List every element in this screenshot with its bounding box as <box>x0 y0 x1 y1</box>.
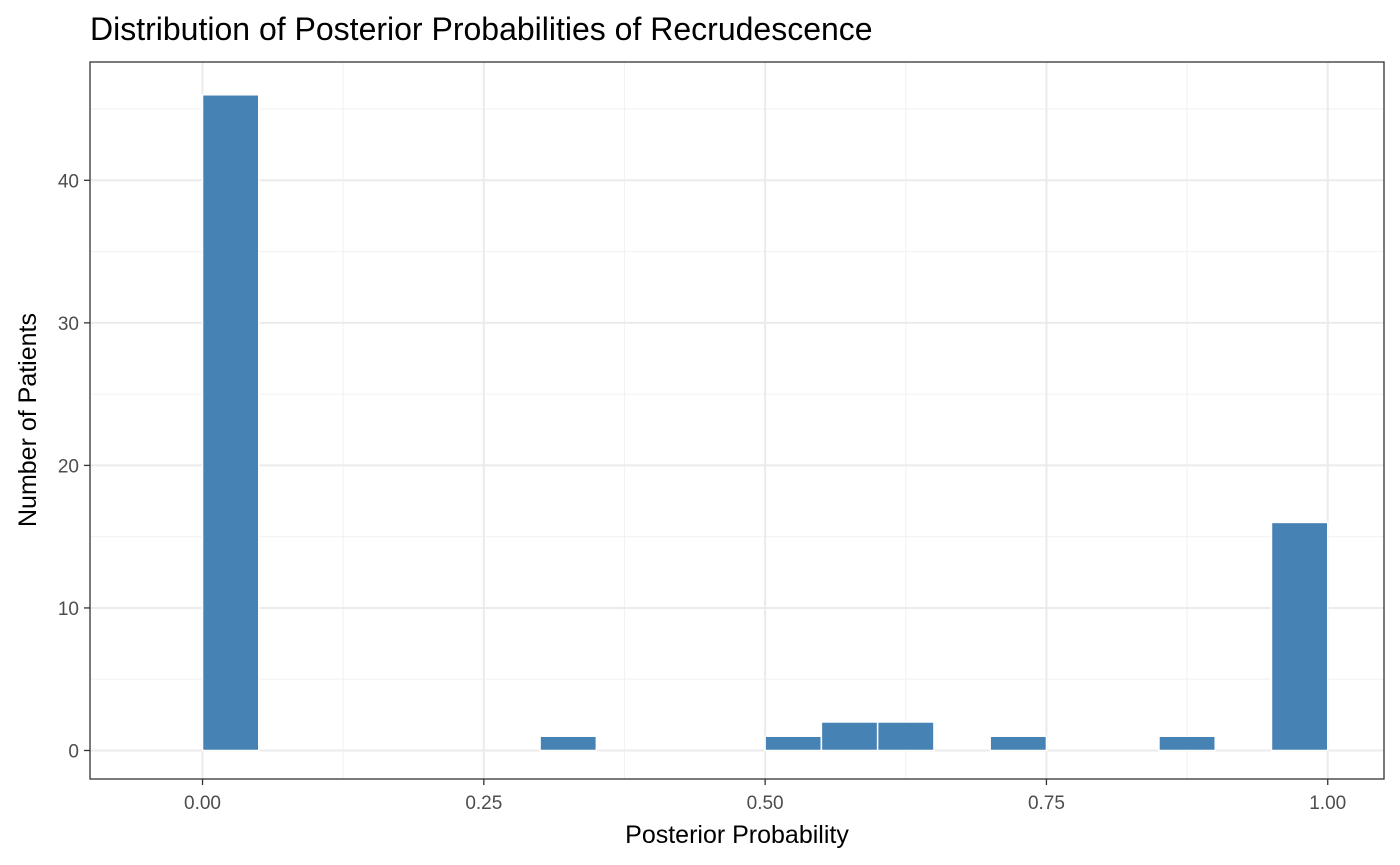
chart-title: Distribution of Posterior Probabilities … <box>90 11 873 47</box>
histogram-bar <box>1270 521 1329 752</box>
y-tick-label: 10 <box>58 599 79 620</box>
x-axis: 0.00 0.25 0.50 0.75 1.00 <box>184 779 1346 814</box>
minor-gridlines <box>90 62 1384 779</box>
histogram-bar <box>876 721 935 752</box>
y-tick-label: 40 <box>58 171 79 192</box>
plot-panel-background <box>90 62 1384 779</box>
y-tick-label: 20 <box>58 456 79 477</box>
x-tick-label: 0.00 <box>184 793 221 814</box>
x-tick-label: 0.75 <box>1028 793 1065 814</box>
y-tick-label: 30 <box>58 314 79 335</box>
y-axis-title: Number of Patients <box>14 313 42 527</box>
histogram-bar <box>1158 735 1216 752</box>
x-tick-label: 0.50 <box>747 793 784 814</box>
x-tick-label: 0.25 <box>465 793 502 814</box>
histogram-bar <box>539 735 598 752</box>
y-tick-label: 0 <box>68 741 79 762</box>
y-axis: 0 10 20 30 40 <box>58 171 90 762</box>
histogram-bar <box>764 735 823 752</box>
histogram-bar <box>201 94 260 752</box>
x-tick-label: 1.00 <box>1309 793 1346 814</box>
plot-panel-border <box>89 61 1385 780</box>
x-axis-title: Posterior Probability <box>625 821 849 849</box>
histogram-bar <box>989 735 1048 752</box>
histogram-bar <box>820 721 879 752</box>
histogram-bars <box>201 94 1329 752</box>
